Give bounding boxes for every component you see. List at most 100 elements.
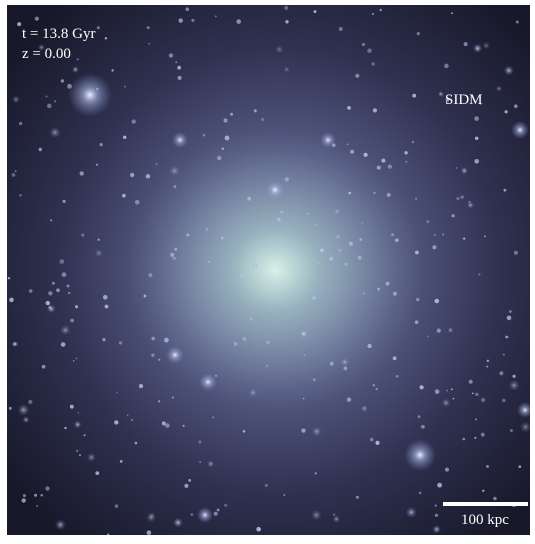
subhalo [45,300,50,306]
subhalo [114,504,119,508]
subhalo [59,259,65,264]
subhalo [86,452,96,462]
subhalo [166,346,184,364]
subhalo [446,389,448,392]
subhalo [12,95,20,104]
subhalo [442,233,445,236]
subhalo [51,281,55,285]
subhalo [118,341,123,345]
subhalo [70,318,74,323]
subhalo [48,291,53,296]
subhalo [64,426,67,430]
subhalo [355,495,359,499]
subhalo [134,441,138,445]
subhalo [395,238,399,242]
subhalo [207,460,215,468]
subhalo [404,151,408,155]
subhalo [385,281,390,286]
subhalo [312,378,316,382]
subhalo [17,22,22,27]
subhalo [172,256,176,260]
subhalo [514,104,518,108]
subhalo [38,147,42,152]
subhalo [387,164,392,169]
subhalo [286,303,289,306]
subhalo [22,494,26,498]
subhalo [68,73,112,117]
subhalo [474,159,480,164]
subhalo [450,388,453,391]
subhalo [220,236,224,240]
subhalo [214,15,217,18]
subhalo [361,42,366,47]
subhalo [145,512,157,523]
subhalo [155,163,158,166]
subhalo [224,135,230,141]
subhalo [451,214,455,218]
subhalo [11,173,16,177]
subhalo [123,135,127,139]
subhalo [373,191,376,194]
subhalo [426,220,430,224]
subhalo [437,91,444,97]
subhalo [482,489,485,492]
subhalo [34,16,40,21]
subhalo [158,400,161,403]
subhalo [73,420,82,429]
subhalo [275,45,284,54]
subhalo [190,513,194,516]
subhalo [482,41,491,50]
subhalo [178,18,183,23]
subhalo [171,396,174,399]
subhalo [96,163,98,166]
subhalo [172,132,188,148]
subhalo [8,406,12,410]
subhalo [217,155,222,161]
subhalo [508,379,520,391]
subhalo [147,271,154,279]
subhalo [173,185,177,189]
subhalo [253,109,257,113]
subhalo [221,147,224,150]
subhalo [66,284,70,288]
subhalo [371,62,375,66]
subhalo [14,170,17,173]
subhalo [247,196,252,201]
subhalo [28,399,33,405]
subhalo [188,479,192,482]
subhalo [427,335,429,338]
subhalo [122,193,126,198]
subhalo [513,250,518,255]
subhalo [94,249,103,258]
subhalo [308,292,320,304]
subhalo [284,177,289,182]
subhalo [266,340,270,345]
subhalo [451,12,453,15]
subhalo [434,389,440,394]
subhalo [496,85,502,92]
subhalo [445,467,449,472]
subhalo [223,118,228,123]
subhalo [41,364,46,369]
subhalo [412,93,417,98]
subhalo [441,398,451,408]
subhalo [371,13,374,15]
subhalo [347,106,351,110]
subhalo [111,69,114,72]
subhalo [79,171,84,176]
subhalo [509,310,512,313]
subhalo [392,291,397,296]
subhalo [202,133,206,137]
subhalo [169,165,180,177]
subhalo [312,426,322,437]
subhalo [511,121,529,139]
subhalo [161,421,166,426]
subhalo [329,256,334,261]
subhalo [452,397,455,400]
subhalo [83,434,86,437]
subhalo [379,8,383,12]
subhalo [333,513,336,516]
subhalo [468,379,473,384]
subhalo [103,295,108,300]
